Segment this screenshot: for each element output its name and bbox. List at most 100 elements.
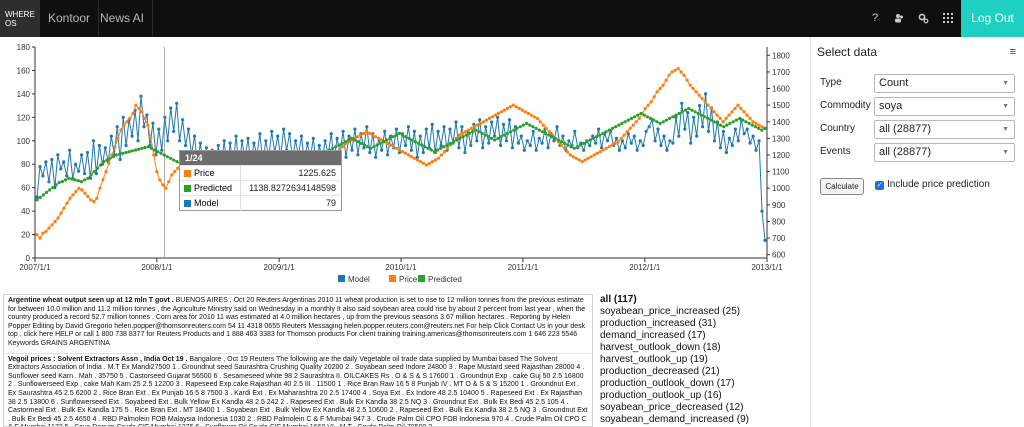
type-select[interactable]: Count ▼ [874, 74, 1015, 93]
event-item[interactable]: demand_increased (17) [600, 330, 706, 341]
event-item-all[interactable]: all (117) [600, 294, 637, 305]
price-point [517, 106, 521, 111]
model-point [172, 129, 176, 133]
model-point [531, 129, 535, 133]
price-point [484, 118, 488, 122]
tooltip-row-predicted: Predicted 1138.8272634148598 [180, 180, 341, 196]
event-item[interactable]: soyabean_demand_increased (9) [600, 414, 749, 425]
tooltip-row-price: Price 1225.625 [180, 165, 341, 181]
model-point [498, 143, 503, 148]
model-point [380, 148, 384, 152]
news-item[interactable]: Vegoil prices : Solvent Extractors Assn … [4, 354, 592, 426]
predicted-point [44, 190, 49, 194]
event-item[interactable]: production_decreased (21) [600, 366, 720, 377]
predicted-point [130, 149, 134, 153]
price-point [341, 145, 345, 149]
predicted-point [687, 106, 691, 111]
event-item[interactable]: harvest_outlook_up (19) [600, 354, 708, 365]
price-point [400, 150, 405, 154]
price-point [754, 121, 758, 125]
price-point [98, 186, 102, 190]
x-tick-label: 2007/1/1 [19, 263, 51, 272]
event-item[interactable]: production_increased (31) [600, 318, 717, 329]
predicted-point [57, 180, 61, 184]
price-point [514, 105, 518, 109]
model-point [77, 169, 81, 173]
price-point [757, 123, 761, 127]
model-point [335, 136, 339, 140]
model-point [91, 139, 96, 143]
price-point [463, 130, 467, 134]
predicted-point [426, 146, 430, 150]
event-item[interactable]: soyabean_price_decreased (12) [600, 402, 744, 413]
event-item[interactable]: soyabean_price_increased (25) [600, 306, 741, 317]
nav-link-news-ai[interactable]: News AI [92, 0, 154, 37]
y-tick-label-right: 1000 [772, 184, 790, 193]
chart-legend: Model Price Predicted [338, 275, 462, 284]
predicted-point [690, 108, 694, 112]
calculate-button[interactable]: Calculate [820, 178, 864, 195]
commodity-select[interactable]: soya ▼ [874, 97, 1015, 116]
events-list: all (117) soyabean_price_increased (25) … [600, 294, 805, 427]
price-point [104, 170, 108, 174]
predicted-point [114, 153, 119, 157]
predicted-point [375, 143, 379, 147]
price-point [122, 123, 126, 127]
event-item[interactable]: harvest_outlook_down (18) [600, 342, 721, 353]
country-select[interactable]: all (28877) ▼ [874, 120, 1015, 139]
event-item[interactable]: production_outlook_down (17) [600, 378, 735, 389]
price-point [475, 123, 479, 127]
predicted-point [356, 140, 360, 144]
y-tick-label-right: 800 [772, 217, 786, 226]
predicted-point [534, 126, 538, 130]
price-point [47, 226, 51, 230]
price-point [496, 111, 500, 116]
predicted-point [448, 141, 452, 145]
model-point [442, 125, 446, 129]
event-item[interactable]: production_outlook_up (16) [600, 390, 722, 401]
predicted-point [738, 116, 742, 120]
price-point [646, 103, 650, 107]
include-prediction-label[interactable]: Include price prediction [887, 179, 990, 190]
model-point [103, 146, 107, 150]
predicted-point [718, 123, 723, 127]
model-point [374, 155, 378, 159]
settings-icon[interactable] [912, 0, 934, 37]
events-select[interactable]: all (28877) ▼ [874, 143, 1015, 162]
include-prediction-checkbox[interactable]: ✓ [875, 181, 884, 190]
events-label: Events [820, 146, 851, 157]
apps-grid-icon[interactable] [937, 0, 959, 37]
price-chart[interactable]: 0 20 40 60 80 100 120 140 160 180 600 700 800 900 1000… [0, 37, 810, 292]
predicted-point [394, 133, 398, 137]
price-point [35, 233, 39, 237]
price-point [580, 160, 584, 164]
predicted-point [703, 115, 707, 119]
predicted-point [575, 145, 580, 149]
users-icon[interactable] [888, 0, 910, 37]
menu-icon[interactable]: ≡ [1009, 46, 1016, 58]
y-tick-label-right: 1300 [772, 134, 790, 143]
price-point [487, 116, 491, 120]
news-item[interactable]: Argentine wheat output seen up at 12 mln… [4, 295, 592, 354]
predicted-point [734, 118, 739, 122]
predicted-point [544, 131, 548, 135]
predicted-point [709, 118, 713, 122]
model-point [109, 134, 113, 138]
app-logo[interactable]: WHERE OS [0, 0, 40, 37]
predicted-point [521, 123, 526, 127]
news-list[interactable]: Argentine wheat output seen up at 12 mln… [3, 294, 593, 427]
help-icon[interactable]: ? [871, 12, 879, 24]
predicted-point [598, 133, 602, 137]
nav-link-kontoor[interactable]: Kontoor [40, 0, 100, 37]
predicted-point [99, 163, 103, 167]
model-point [204, 146, 208, 150]
price-point [589, 155, 593, 159]
price-point [532, 115, 536, 119]
model-point [347, 134, 351, 138]
predicted-point [95, 166, 99, 170]
predicted-point [579, 143, 583, 147]
model-point [439, 143, 443, 148]
logout-button[interactable]: Log Out [961, 0, 1024, 37]
predicted-point [343, 140, 347, 144]
predicted-point [369, 146, 373, 150]
